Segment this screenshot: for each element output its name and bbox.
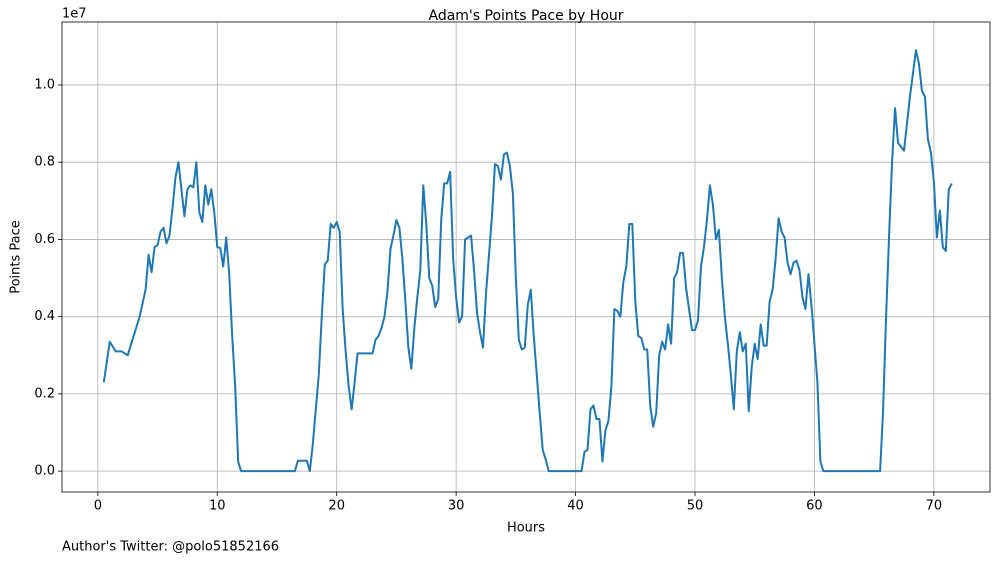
x-tick-label: 40	[567, 499, 584, 514]
x-tick-label: 0	[94, 499, 102, 514]
data-line	[102, 49, 953, 473]
y-tick-label: 0.0	[34, 464, 55, 479]
x-tick-label: 20	[328, 499, 345, 514]
chart-title: Adam's Points Pace by Hour	[428, 8, 623, 24]
y-axis-label: Points Pace	[9, 220, 24, 294]
y-tick-label: 0.2	[34, 386, 55, 401]
annotation: Author's Twitter: @polo51852166	[62, 540, 279, 555]
x-tick-label: 50	[687, 499, 704, 514]
plot-frame	[61, 21, 991, 493]
y-tick-label: 1.0	[34, 77, 55, 92]
y-offset-text: 1e7	[62, 7, 87, 22]
y-tick-label: 0.6	[34, 232, 55, 247]
x-tick-label: 70	[926, 499, 943, 514]
x-tick-label: 10	[209, 499, 226, 514]
x-tick-label: 30	[448, 499, 465, 514]
x-axis-label: Hours	[507, 521, 545, 536]
y-tick-label: 0.4	[34, 309, 55, 324]
x-tick-label: 60	[806, 499, 823, 514]
y-tick-label: 0.8	[34, 155, 55, 170]
